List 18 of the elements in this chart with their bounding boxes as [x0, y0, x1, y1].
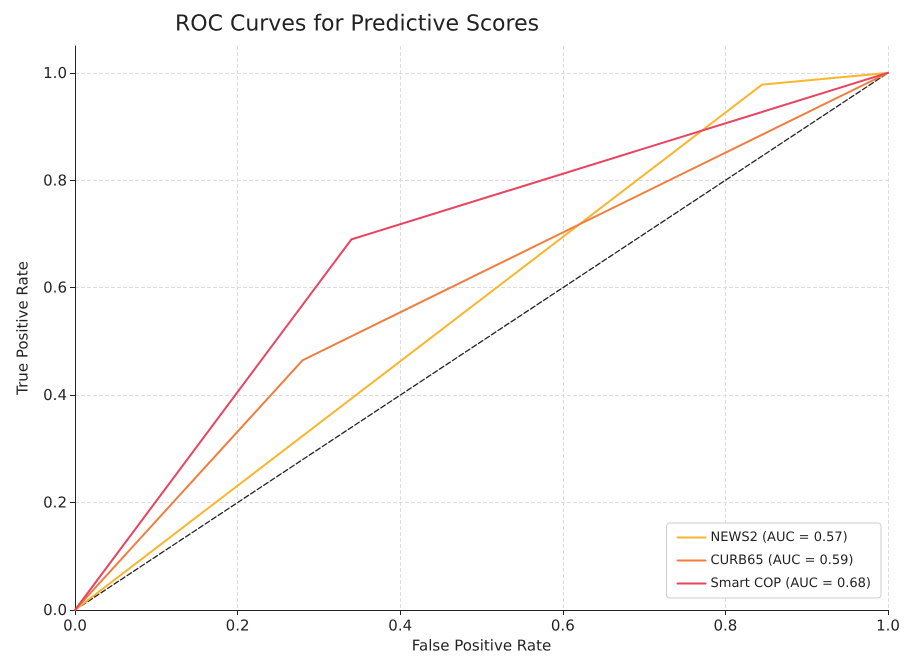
legend-label: NEWS2 (AUC = 0.57): [710, 530, 848, 545]
y-tick-label: 0.2: [43, 494, 67, 512]
y-tick-label: 0.8: [43, 171, 67, 190]
x-tick-label: 0.6: [550, 616, 575, 634]
x-tick-label: 0.2: [226, 616, 250, 634]
y-tick-label: 0.4: [43, 386, 67, 404]
legend-label: CURB65 (AUC = 0.59): [710, 553, 854, 568]
x-tick-label: 0.4: [388, 616, 412, 634]
y-tick-label: 0.0: [43, 601, 67, 619]
y-tick-label: 1.0: [43, 64, 67, 82]
y-axis-title: True Positive Rate: [14, 261, 32, 396]
x-tick-label: 0.0: [63, 616, 87, 634]
legend-label: Smart COP (AUC = 0.68): [710, 576, 871, 591]
chart-title: ROC Curves for Predictive Scores: [175, 12, 540, 36]
x-tick-label: 1.0: [876, 616, 900, 634]
y-tick-label: 0.6: [43, 278, 67, 297]
x-tick-label: 0.8: [713, 616, 738, 634]
x-axis-title: False Positive Rate: [412, 636, 552, 654]
